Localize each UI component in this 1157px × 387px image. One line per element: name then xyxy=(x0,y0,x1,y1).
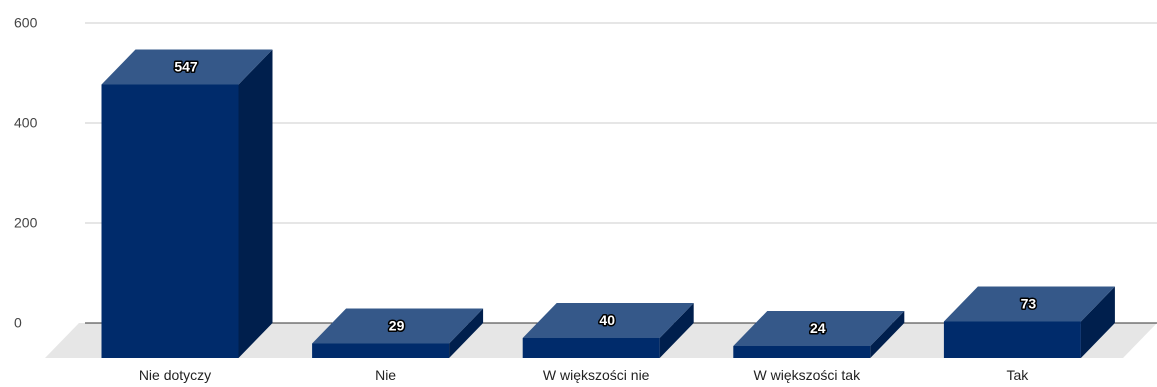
data-label: 40 xyxy=(599,312,615,328)
data-label: 73 xyxy=(1021,296,1037,312)
bar-top xyxy=(312,308,484,344)
y-tick-label: 600 xyxy=(14,15,38,31)
bar-side xyxy=(870,311,905,358)
bar-side xyxy=(238,49,273,358)
y-tick-label: 400 xyxy=(14,115,38,131)
bar-top xyxy=(943,286,1115,322)
x-category-label: W większości nie xyxy=(543,367,650,383)
x-category-label: Nie dotyczy xyxy=(139,367,211,383)
bar-front xyxy=(312,343,450,358)
bar-front xyxy=(101,84,239,358)
bar-side xyxy=(1080,286,1115,358)
data-label: 547 xyxy=(174,59,198,75)
bar xyxy=(943,286,1115,358)
bar-side xyxy=(449,308,484,358)
data-label: 29 xyxy=(389,318,405,334)
bar-side xyxy=(659,303,694,358)
bar-front xyxy=(522,338,660,358)
bar-top xyxy=(101,49,273,85)
bar-front xyxy=(943,321,1081,358)
y-tick-label: 0 xyxy=(14,315,22,331)
x-category-label: Tak xyxy=(1007,367,1030,383)
x-category-label: Nie xyxy=(375,367,396,383)
data-label: 24 xyxy=(810,320,826,336)
bar xyxy=(733,311,905,358)
y-tick-label: 200 xyxy=(14,215,38,231)
bar xyxy=(522,303,694,358)
bar xyxy=(312,308,484,358)
bar-top xyxy=(522,303,694,338)
bar-front xyxy=(733,346,871,358)
bar xyxy=(101,49,273,358)
bar-top xyxy=(733,311,905,346)
x-category-label: W większości tak xyxy=(754,367,862,383)
